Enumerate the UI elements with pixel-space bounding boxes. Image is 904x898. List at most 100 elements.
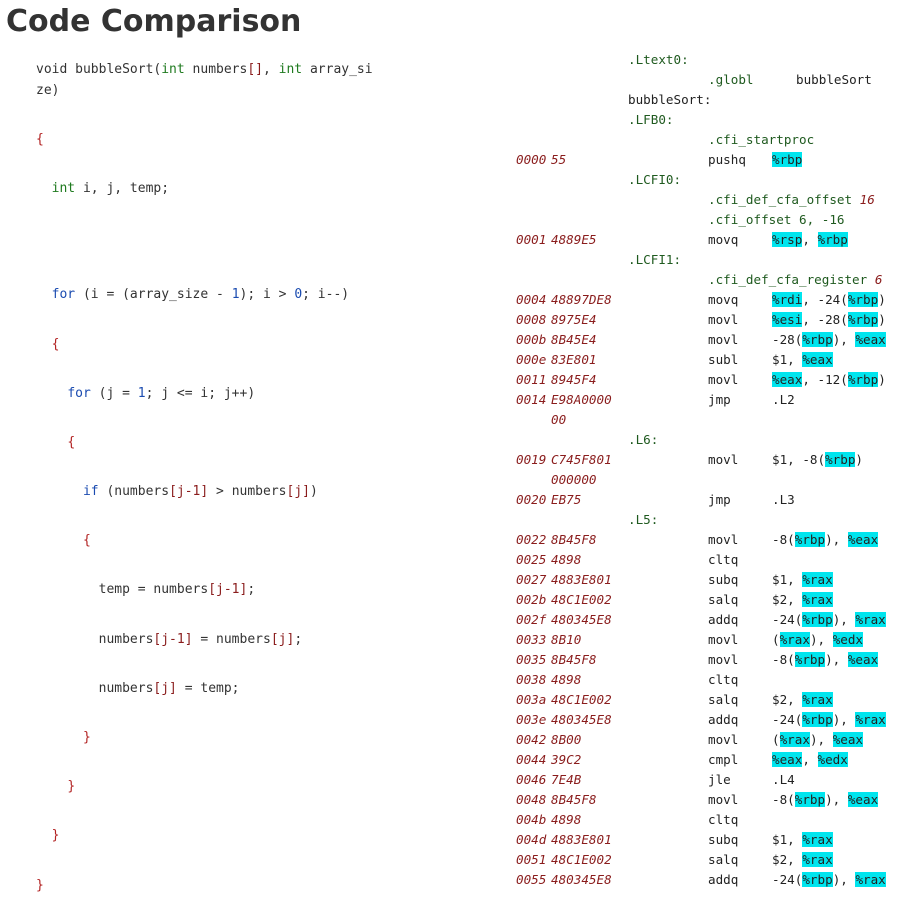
asm-instruction: salq <box>708 590 738 610</box>
asm-operand: $1, <box>772 352 803 367</box>
asm-register: %rax <box>779 732 810 747</box>
asm-register: %rax <box>855 872 886 887</box>
asm-register: %eax <box>832 732 864 747</box>
source-line: numbers[j-1] = numbers[j]; <box>36 630 406 651</box>
asm-machine-code: 4898 <box>551 552 582 567</box>
asm-label: .LCFI1: <box>628 252 682 267</box>
asm-operand: $2, <box>772 852 803 867</box>
asm-machine-code: 8945F4 <box>551 372 597 387</box>
asm-operands: -28(%rbp), %eax <box>772 330 886 350</box>
asm-operands: $1, %rax <box>772 570 833 590</box>
asm-instruction: cltq <box>708 670 738 690</box>
asm-register: %rbp <box>802 712 833 727</box>
asm-operand: -24( <box>772 712 803 727</box>
asm-line: .Ltext0: <box>0 50 904 70</box>
asm-register: %eax <box>772 752 803 767</box>
asm-instruction: jmp <box>708 490 731 510</box>
asm-register: %rax <box>855 712 886 727</box>
asm-offset: 0046 <box>516 772 547 787</box>
source-token: ; j <= i; j++) <box>145 385 256 401</box>
asm-line: .L6: <box>0 430 904 450</box>
asm-operand: ), <box>832 612 856 627</box>
asm-mnemonic: subq <box>708 572 739 587</box>
source-token: } <box>82 730 91 746</box>
asm-machine-code: 48C1E002 <box>551 692 612 707</box>
asm-mnemonic: cmpl <box>708 752 739 767</box>
asm-line: 000000 <box>0 470 904 490</box>
asm-register: %eax <box>847 792 879 807</box>
asm-register: %rbp <box>802 612 833 627</box>
asm-operand: .L2 <box>772 392 795 407</box>
asm-operands: -24(%rbp), %rax <box>772 870 886 890</box>
asm-instruction: addq <box>708 710 738 730</box>
asm-register: %eax <box>847 652 879 667</box>
asm-mnemonic: salq <box>708 852 739 867</box>
asm-machine-code: E98A0000 <box>551 392 612 407</box>
asm-machine-code: 8B45F8 <box>551 792 597 807</box>
asm-operand: .L4 <box>772 772 795 787</box>
source-token: numbers <box>184 62 248 77</box>
asm-operands: -24(%rbp), %rax <box>772 710 886 730</box>
asm-operands: -8(%rbp), %eax <box>772 530 879 550</box>
asm-line: 0025 4898 cltq <box>0 550 904 570</box>
asm-machine-code: 000000 <box>551 472 597 487</box>
asm-line: .cfi_offset 6, -16 <box>0 210 904 230</box>
asm-operand: -8( <box>772 652 795 667</box>
asm-register: %esi <box>772 312 803 327</box>
asm-register: %eax <box>772 372 803 387</box>
asm-machine-code: 55 <box>551 152 567 167</box>
asm-mnemonic: addq <box>708 612 739 627</box>
asm-offset: 0011 <box>516 372 547 387</box>
asm-instruction: .globl <box>708 70 754 90</box>
asm-machine-code: 8B00 <box>551 732 582 747</box>
asm-mnemonic: .globl <box>708 72 754 87</box>
asm-mnemonic: jmp <box>708 492 731 507</box>
asm-instruction: addq <box>708 610 738 630</box>
asm-line: .globl bubbleSort <box>0 70 904 90</box>
asm-machine-code: 8975E4 <box>551 312 597 327</box>
asm-mnemonic: cltq <box>708 812 739 827</box>
asm-line: 00 <box>0 410 904 430</box>
asm-mnemonic: cltq <box>708 552 739 567</box>
asm-mnemonic: subq <box>708 832 739 847</box>
source-line: void bubbleSort(int numbers[], int array… <box>36 60 406 81</box>
asm-directive-arg: 16 <box>859 192 875 207</box>
source-token: for <box>67 385 91 401</box>
asm-offset: 0020 <box>516 492 547 507</box>
asm-mnemonic: pushq <box>708 152 746 167</box>
asm-offset: 0019 <box>516 452 547 467</box>
asm-operand: -8( <box>772 532 795 547</box>
source-token: array_si <box>302 62 373 77</box>
asm-offset: 0008 <box>516 312 547 327</box>
asm-offset: 004d <box>516 832 547 847</box>
source-token: ); i > <box>239 287 295 303</box>
asm-line: 000b 8B45E4 movl -28(%rbp), %eax <box>0 330 904 350</box>
asm-line: .cfi_def_cfa_offset 16 <box>0 190 904 210</box>
asm-operand: ), <box>809 732 833 747</box>
asm-directive-arg: 6 <box>874 272 883 287</box>
source-line: for (i = (array_size - 1); i > 0; i--) <box>36 285 406 306</box>
asm-line: bubbleSort: <box>0 90 904 110</box>
asm-operand: ), <box>825 652 848 667</box>
asm-instruction: salq <box>708 850 738 870</box>
source-token: [j] <box>286 484 310 500</box>
asm-machine-code: 480345E8 <box>551 712 612 727</box>
asm-operands: $1, %rax <box>772 830 833 850</box>
asm-offset: 003e <box>516 712 547 727</box>
asm-register: %rbp <box>847 292 879 307</box>
asm-instruction: .cfi_def_cfa_register 6 <box>708 270 882 290</box>
asm-instruction: salq <box>708 690 738 710</box>
source-token: , <box>263 62 279 77</box>
asm-machine-code: 480345E8 <box>551 612 612 627</box>
asm-operand: ), <box>809 632 833 647</box>
asm-mnemonic: movl <box>708 372 739 387</box>
asm-mnemonic: .cfi_startproc <box>708 132 815 147</box>
asm-operands: %rdi, -24(%rbp) <box>772 290 886 310</box>
asm-offset: 000e <box>516 352 547 367</box>
asm-register: %rax <box>802 852 833 867</box>
asm-label: bubbleSort: <box>628 92 712 107</box>
asm-operands: %rbp <box>772 150 803 170</box>
asm-line: 004b 4898 cltq <box>0 810 904 830</box>
asm-machine-code: 8B10 <box>551 632 582 647</box>
asm-operand: bubbleSort <box>796 72 872 87</box>
